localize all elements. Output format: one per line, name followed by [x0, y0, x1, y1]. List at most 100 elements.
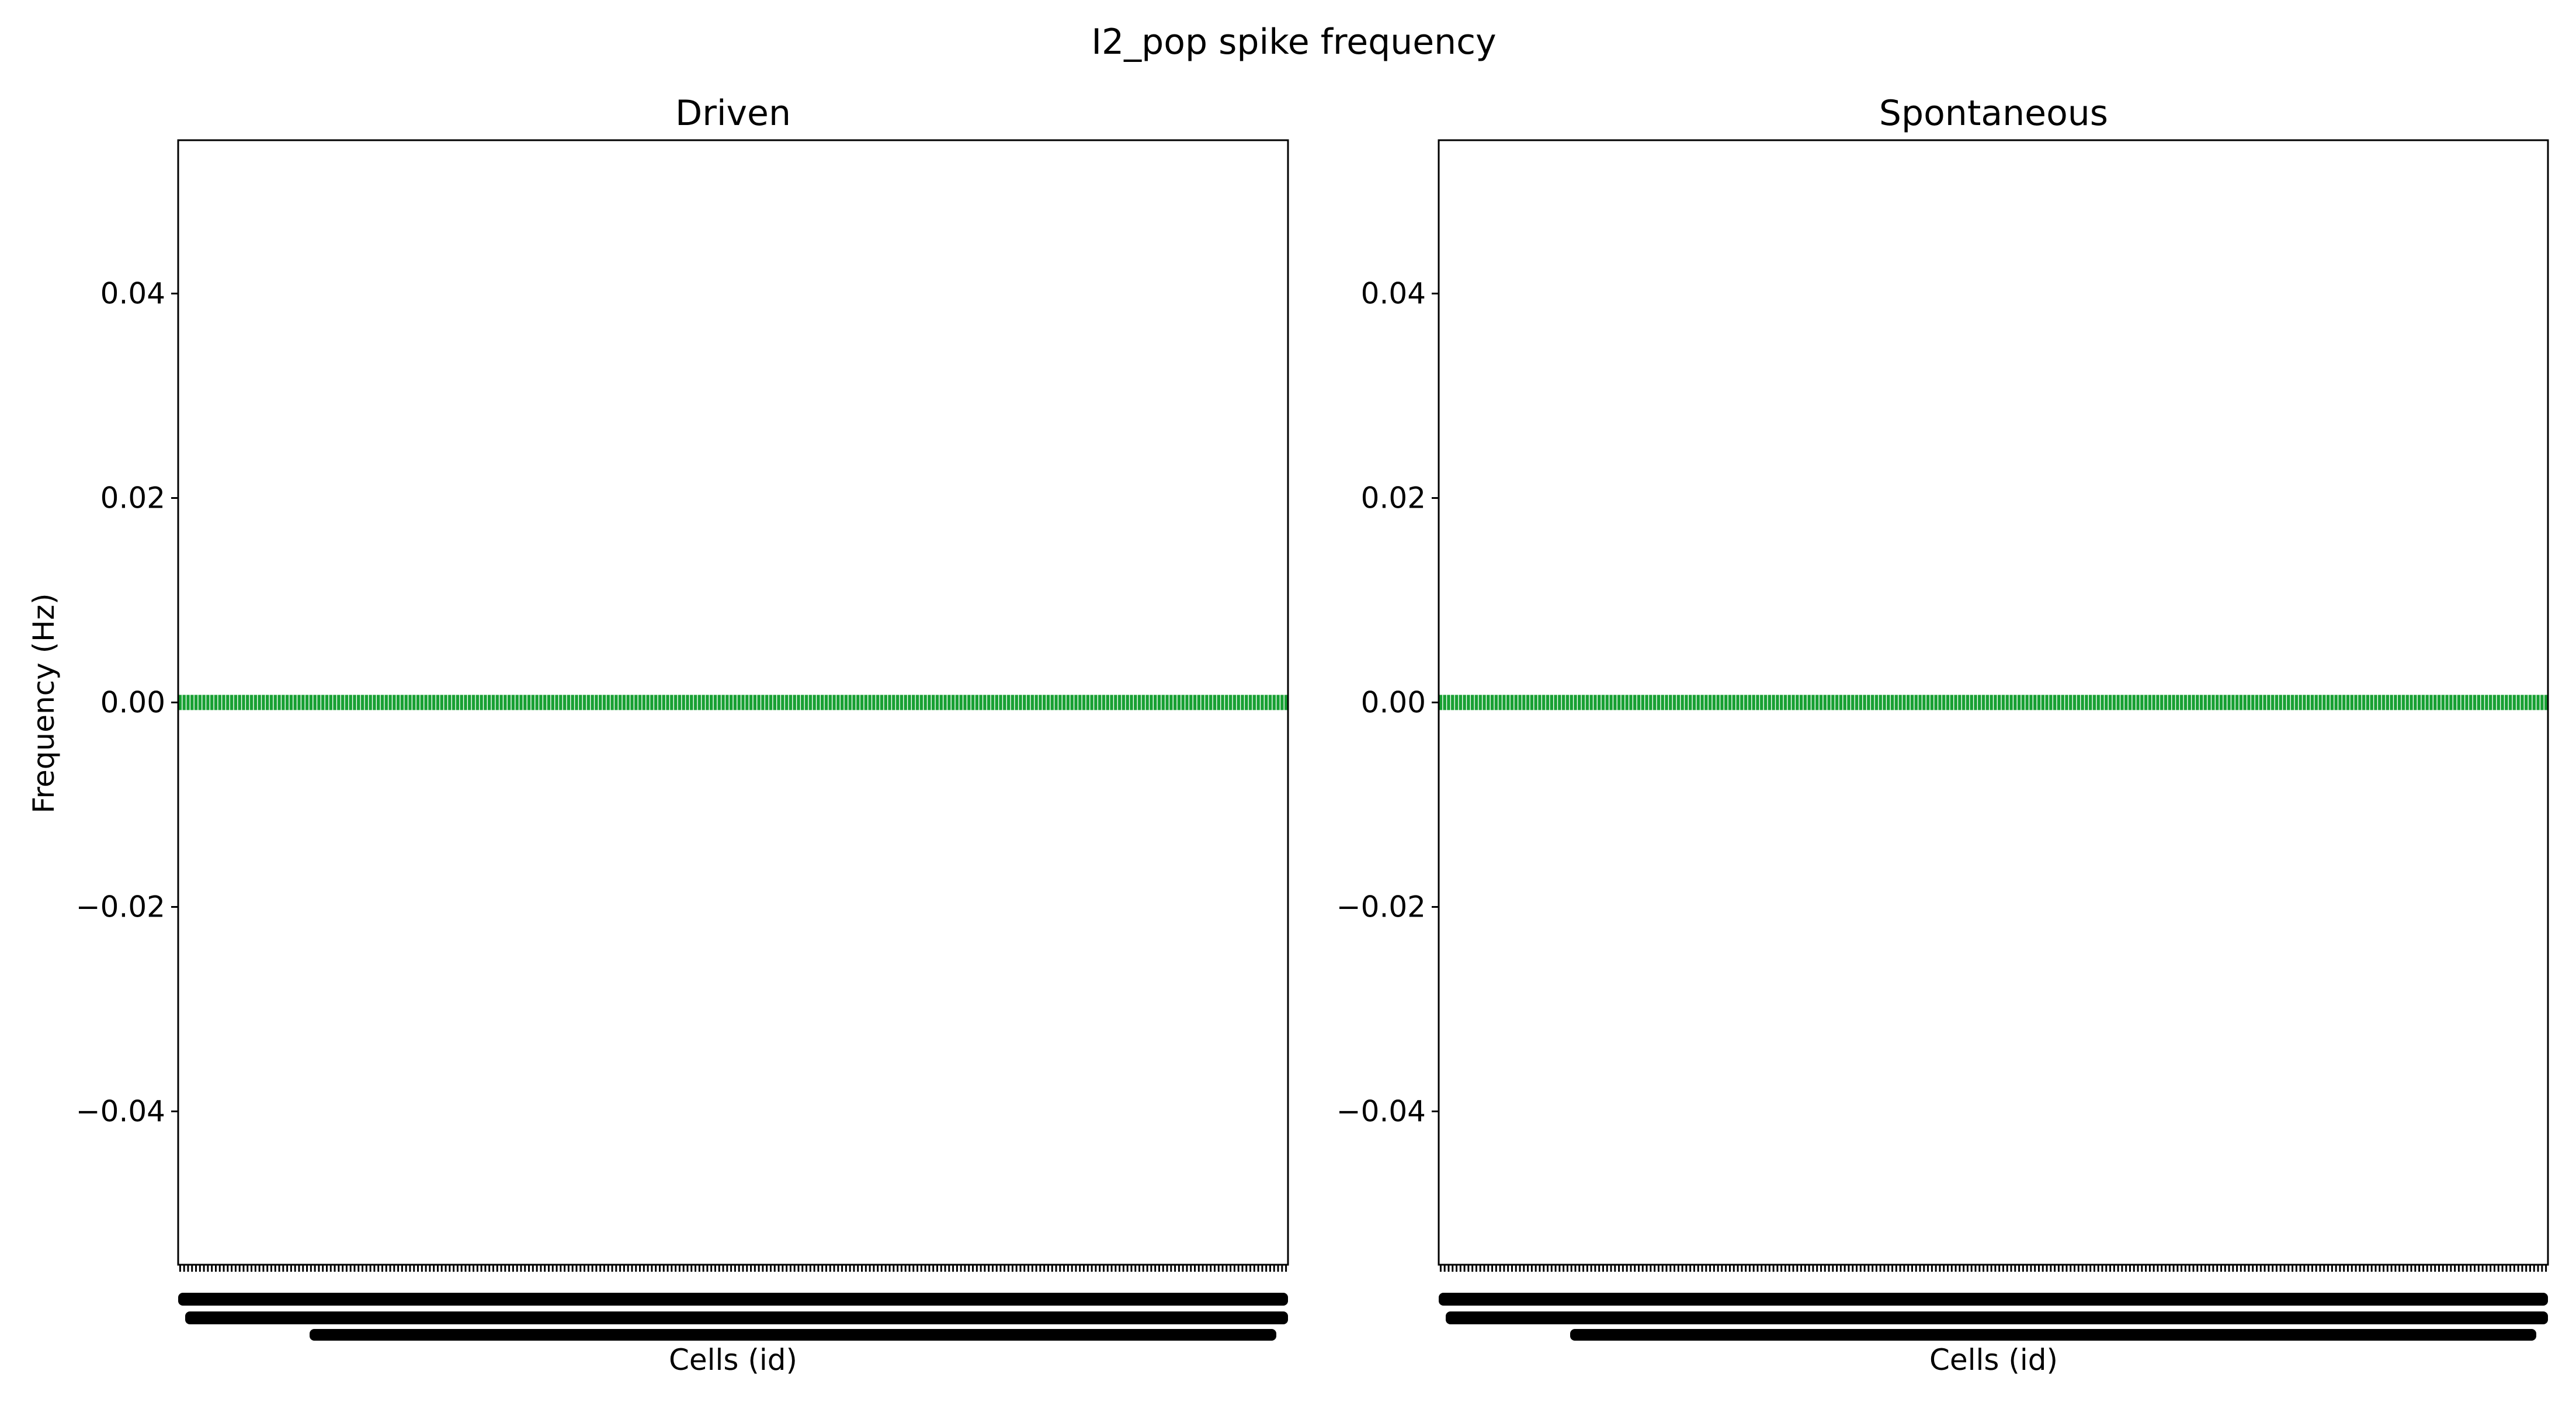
bar: [282, 695, 285, 710]
bar: [804, 695, 808, 710]
bar: [828, 695, 832, 710]
bar: [1839, 695, 1843, 710]
bar: [404, 695, 408, 710]
bar: [1538, 695, 1542, 710]
bar: [360, 695, 364, 710]
bar: [2457, 695, 2461, 710]
bar: [955, 695, 959, 710]
bar: [1605, 695, 1609, 710]
bar: [1665, 695, 1668, 710]
bar: [190, 695, 194, 710]
bar: [1966, 695, 1970, 710]
bar: [1696, 695, 1700, 710]
bar: [2096, 695, 2100, 710]
bar: [670, 695, 673, 710]
bar: [194, 695, 198, 710]
bar: [832, 695, 836, 710]
bar: [1169, 695, 1173, 710]
bar: [1617, 695, 1621, 710]
bar: [2061, 695, 2064, 710]
bar: [1062, 695, 1066, 710]
bar: [527, 695, 531, 710]
bar: [1637, 695, 1641, 710]
bar: [1946, 695, 1950, 710]
bar: [523, 695, 527, 710]
bar: [1558, 695, 1561, 710]
bar: [784, 695, 789, 710]
bar: [2251, 695, 2255, 710]
bar: [1938, 695, 1942, 710]
bar: [924, 695, 927, 710]
bar: [491, 695, 495, 710]
bar: [765, 695, 769, 710]
bar: [2001, 695, 2005, 710]
bar: [2140, 695, 2144, 710]
x-tick-label-band: [1446, 1311, 2548, 1324]
bar: [1459, 695, 1463, 710]
bar: [1526, 695, 1530, 710]
bar: [2005, 695, 2009, 710]
bar: [547, 695, 551, 710]
bar: [2124, 695, 2128, 710]
bar: [725, 695, 729, 710]
bar: [2239, 695, 2243, 710]
bar: [198, 695, 202, 710]
x-tick-label-band: [185, 1311, 1288, 1324]
bar: [2374, 695, 2377, 710]
bar: [273, 695, 277, 710]
bar: [2057, 695, 2061, 710]
bar: [1855, 695, 1859, 710]
bar: [2532, 695, 2536, 710]
bar: [1990, 695, 1993, 710]
bar: [1796, 695, 1799, 710]
bar: [2212, 695, 2215, 710]
bar: [202, 695, 206, 710]
bar: [1815, 695, 1819, 710]
bar: [2267, 695, 2271, 710]
bar: [1241, 695, 1244, 710]
bar: [258, 695, 261, 710]
bar: [1272, 695, 1276, 710]
bar: [2394, 695, 2397, 710]
bar: [658, 695, 662, 710]
bar: [721, 695, 725, 710]
bar: [1978, 695, 1981, 710]
bar: [686, 695, 689, 710]
bar: [1811, 695, 1815, 710]
bar: [2009, 695, 2013, 710]
bar: [249, 695, 254, 710]
bar: [638, 695, 642, 710]
bar: [396, 695, 400, 710]
bar: [2405, 695, 2409, 710]
bar: [702, 695, 705, 710]
bar: [329, 695, 332, 710]
bar: [630, 695, 634, 710]
bar: [2223, 695, 2227, 710]
bar: [254, 695, 258, 710]
bar: [2303, 695, 2306, 710]
bar: [1641, 695, 1644, 710]
bar: [895, 695, 900, 710]
bar: [1106, 695, 1109, 710]
bar: [504, 695, 507, 710]
bar: [991, 695, 995, 710]
bar: [591, 695, 594, 710]
bar: [444, 695, 447, 710]
bar: [1779, 695, 1783, 710]
bar: [1652, 695, 1657, 710]
bar: [2461, 695, 2464, 710]
bar: [2501, 695, 2504, 710]
bar: [2156, 695, 2160, 710]
bar: [349, 695, 352, 710]
bar: [820, 695, 824, 710]
bar: [2199, 695, 2203, 710]
bar: [1985, 695, 1990, 710]
bar: [2338, 695, 2342, 710]
bar: [2092, 695, 2096, 710]
bar: [424, 695, 428, 710]
bar: [1165, 695, 1169, 710]
bar: [2013, 695, 2017, 710]
bar: [408, 695, 412, 710]
bar: [1454, 695, 1459, 710]
bar: [2294, 695, 2299, 710]
